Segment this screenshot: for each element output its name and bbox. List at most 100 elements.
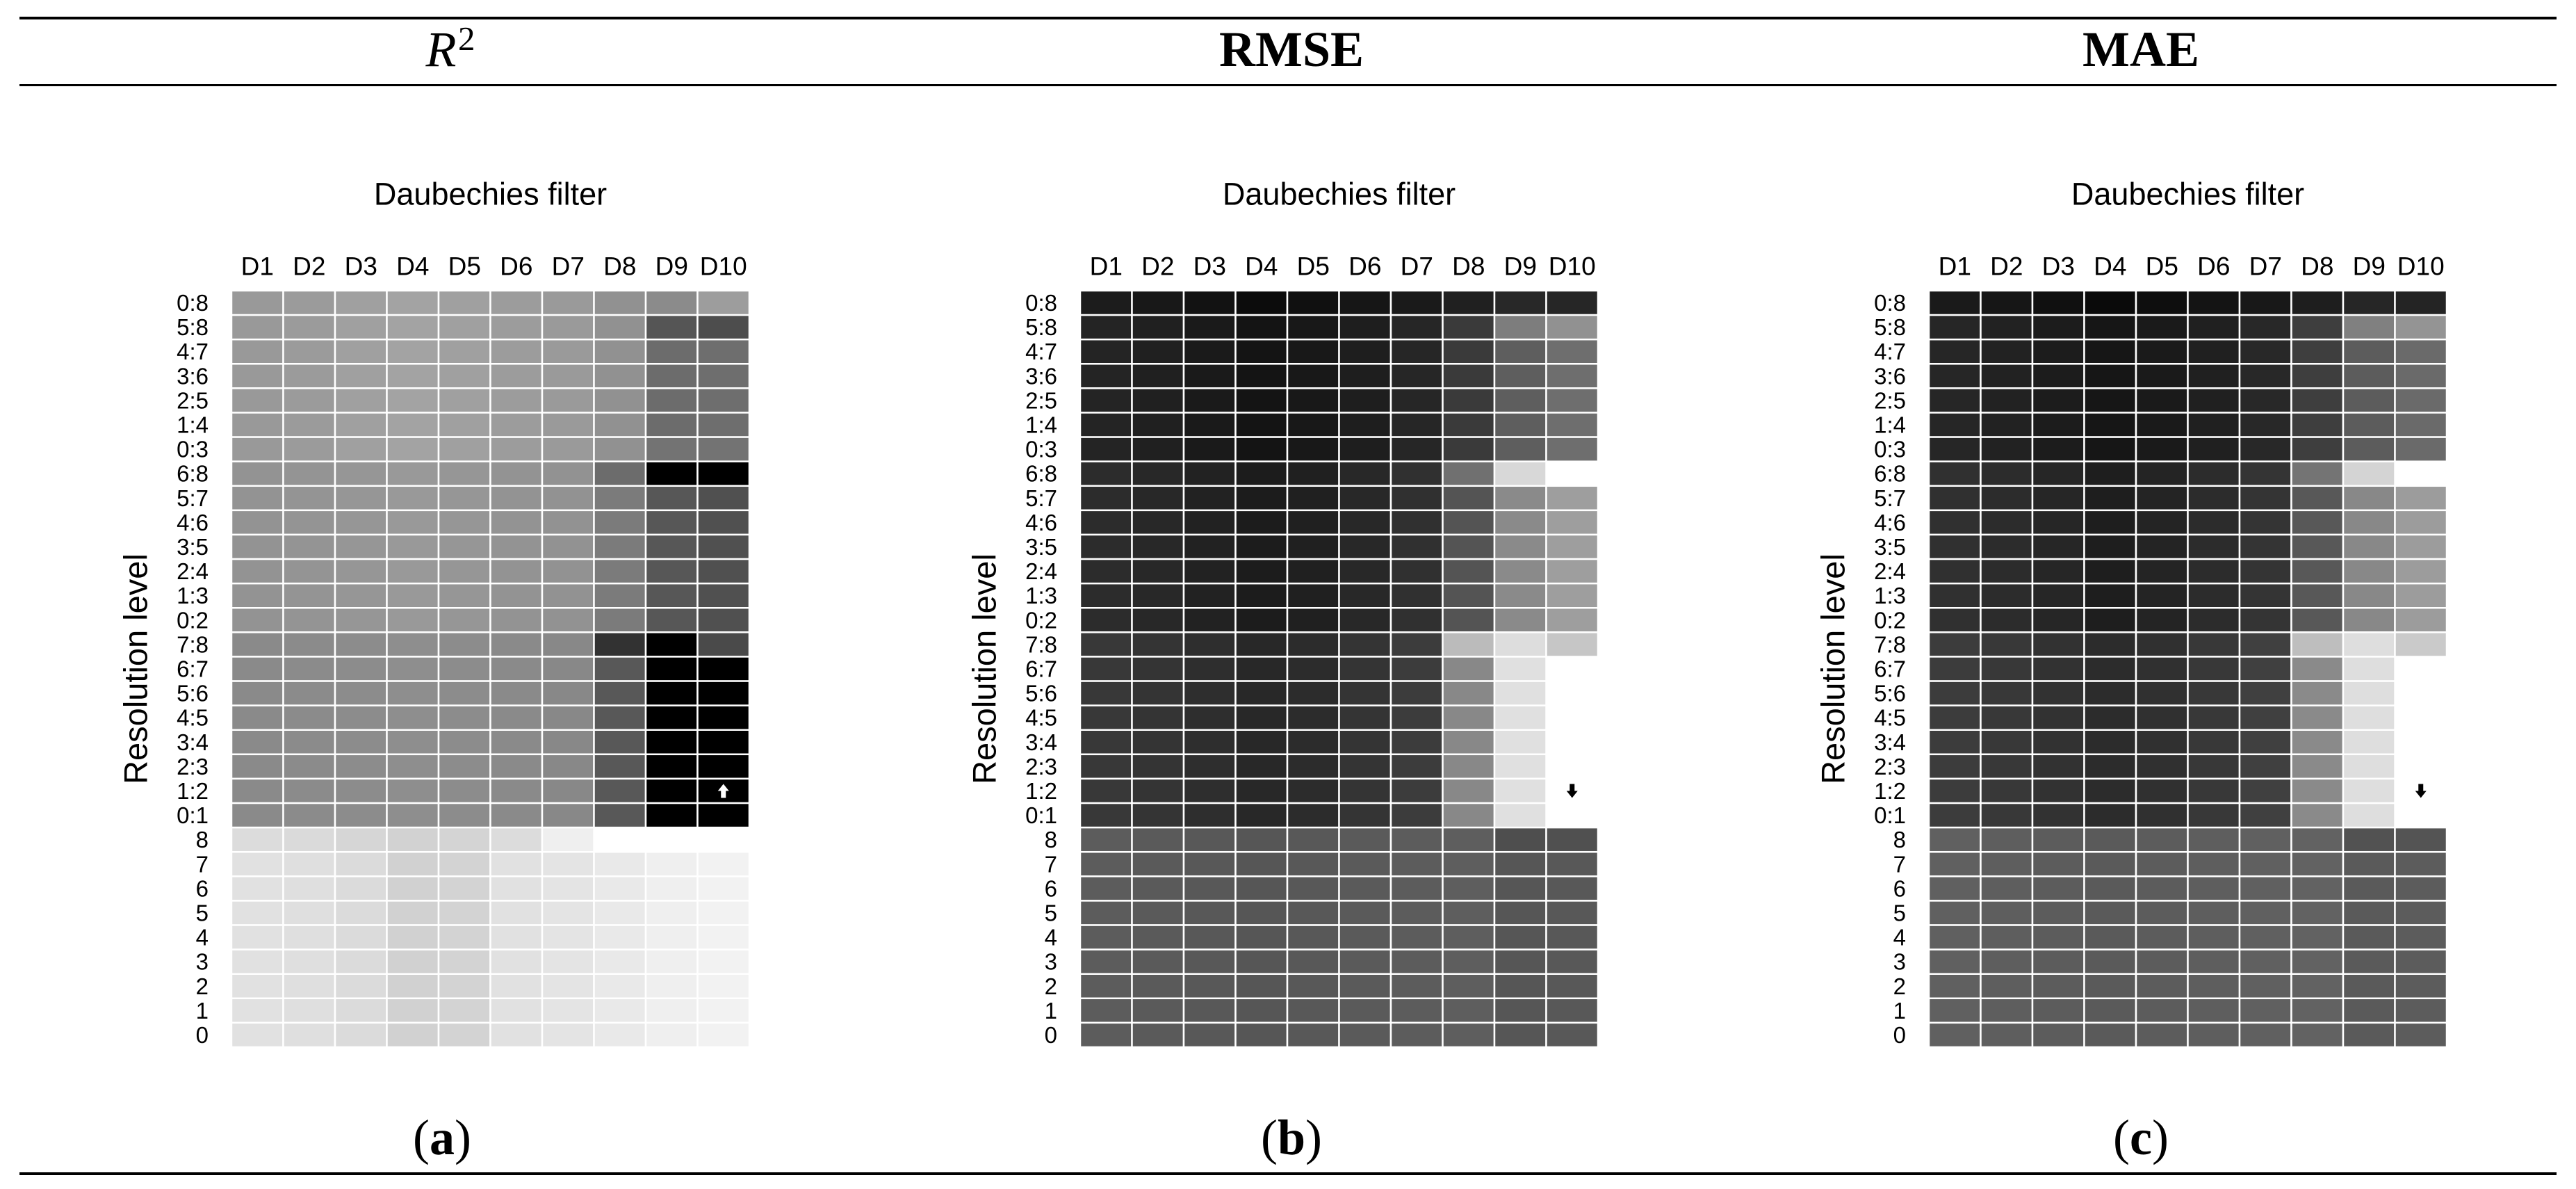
heatmap-cell (2290, 558, 2345, 585)
heatmap-cell (386, 460, 440, 487)
heatmap-cell (1338, 680, 1392, 706)
heatmap-cell (1442, 1021, 1496, 1049)
heatmap-cell (437, 680, 491, 706)
heatmap-cell (1286, 289, 1340, 316)
x-tick-label: D6 (2197, 252, 2230, 281)
y-tick-label: 0:8 (177, 290, 209, 316)
heatmap-cell (644, 509, 699, 536)
heatmap-cell (1980, 850, 2034, 877)
heatmap-cell (489, 753, 544, 780)
heatmap-cell (230, 704, 284, 731)
heatmap-cell (1079, 777, 1133, 804)
y-tick-label: 7 (1893, 851, 1906, 877)
heatmap-cell (1980, 729, 2034, 756)
heatmap-cell (541, 582, 595, 609)
heatmap-cell (2135, 289, 2189, 316)
heatmap-cell (1131, 289, 1185, 316)
heatmap-cell (2394, 948, 2448, 975)
y-tick-label: 8 (196, 827, 209, 852)
heatmap-cell (644, 582, 699, 609)
heatmap-cell (1286, 533, 1340, 560)
heatmap-cell (437, 314, 491, 341)
heatmap-cell (644, 777, 699, 804)
y-tick-label: 3:4 (1025, 729, 1057, 755)
heatmap-cell (334, 631, 388, 658)
heatmap-cell (489, 509, 544, 536)
heatmap-cell (2290, 412, 2345, 438)
heatmap-cell (2290, 314, 2345, 341)
heatmap-cell (2083, 387, 2137, 414)
y-tick-label: 1 (1045, 998, 1057, 1024)
heatmap-cell (437, 704, 491, 731)
heatmap-cell (230, 777, 284, 804)
heatmap-cell (644, 387, 699, 414)
heatmap-cell (1234, 680, 1289, 706)
x-tick-label: D9 (1504, 252, 1537, 281)
heatmap-cell (2083, 485, 2137, 512)
heatmap-cell (541, 802, 595, 829)
y-tick-label: 5:8 (177, 314, 209, 340)
y-tick-label: 0 (196, 1022, 209, 1048)
y-tick-label: 0:1 (1874, 802, 1906, 828)
heatmap-cell (437, 656, 491, 682)
heatmap-cell (2342, 363, 2396, 389)
heatmap-cell (1286, 363, 1340, 389)
heatmap-cell (1079, 558, 1133, 585)
heatmap-cell (1234, 533, 1289, 560)
heatmap-cell (1079, 802, 1133, 829)
heatmap-cell (696, 631, 751, 658)
heatmap-cell (1338, 826, 1392, 853)
heatmap-cell (2342, 875, 2396, 902)
heatmap-cell (2135, 900, 2189, 926)
heatmap-cell (2290, 777, 2345, 804)
heatmap-cell (2238, 509, 2292, 536)
heatmap-cell (593, 973, 647, 1000)
heatmap-cell (1442, 412, 1496, 438)
y-tick-label: 6 (196, 875, 209, 901)
heatmap-cell (1234, 997, 1289, 1024)
heatmap-cell (2083, 314, 2137, 341)
x-tick-label: D7 (2249, 252, 2282, 281)
heatmap-cell (1182, 704, 1237, 731)
heatmap-cell (1338, 948, 1392, 975)
heatmap-cell (1079, 826, 1133, 853)
heatmap-cell (489, 289, 544, 316)
heatmap-cell (1079, 729, 1133, 756)
heatmap-cell (282, 607, 336, 633)
heatmap-cell (437, 1021, 491, 1049)
heatmap-cell (489, 875, 544, 902)
heatmap-cell (2290, 485, 2345, 512)
heatmap-cell (2238, 900, 2292, 926)
heatmap-cell (1234, 558, 1289, 585)
heatmap-cell (1131, 1021, 1185, 1049)
heatmap-cell (282, 753, 336, 780)
heatmap-cell (541, 533, 595, 560)
heatmap-cell (282, 460, 336, 487)
heatmap-cell (1493, 997, 1547, 1024)
heatmap-cell (386, 924, 440, 951)
heatmap-cell (1980, 875, 2034, 902)
heatmap-cell (1182, 509, 1237, 536)
y-tick-label: 5:8 (1874, 314, 1906, 340)
top-rule (19, 17, 2557, 19)
heatmap-cell (1493, 582, 1547, 609)
heatmap-cell (2238, 289, 2292, 316)
heatmap-cell (1234, 704, 1289, 731)
heatmap-cell (230, 997, 284, 1024)
heatmap-cell (644, 875, 699, 902)
heatmap-cell (1338, 412, 1392, 438)
heatmap-cell (1389, 729, 1444, 756)
heatmap-cell (644, 948, 699, 975)
heatmap-cell (334, 533, 388, 560)
heatmap-cell (2135, 387, 2189, 414)
heatmap-cell (644, 729, 699, 756)
y-tick-label: 0 (1045, 1022, 1057, 1048)
heatmap-cell (2135, 924, 2189, 951)
y-tick-label: 2:5 (1874, 387, 1906, 413)
heatmap-cell (386, 729, 440, 756)
heatmap-cell (1493, 314, 1547, 341)
heatmap-cell (230, 558, 284, 585)
heatmap-cell (593, 924, 647, 951)
heatmap-cell (1980, 802, 2034, 829)
heatmap-cell (2394, 363, 2448, 389)
